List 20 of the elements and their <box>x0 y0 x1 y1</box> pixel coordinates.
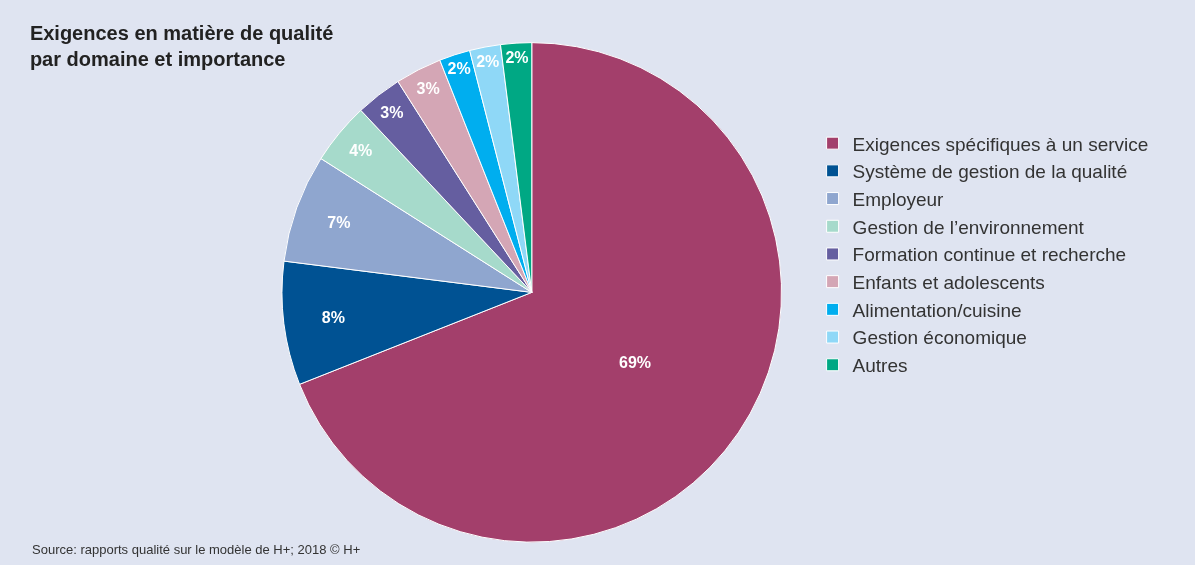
data-label: 3% <box>416 80 440 98</box>
legend-label: Système de gestion de la qualité <box>852 161 1128 183</box>
legend-label: Autres <box>852 355 908 377</box>
data-label: 7% <box>327 214 351 232</box>
chart-title: Exigences en matière de qualité par domaine et importance <box>29 21 334 70</box>
legend-label: Enfants et adolescents <box>852 272 1045 294</box>
legend-label: Formation continue et recherche <box>852 244 1127 266</box>
legend-label: Employeur <box>852 188 945 210</box>
data-label: 2% <box>476 53 500 71</box>
legend-label: Exigences spécifiques à un service <box>852 133 1149 155</box>
data-label: 8% <box>321 308 345 326</box>
source-note: Source: rapports qualité sur le modèle de H+; 2018 © H+ <box>32 542 361 557</box>
data-label: 2% <box>447 60 471 78</box>
legend-label: Gestion économique <box>852 327 1027 349</box>
data-label: 3% <box>380 103 404 121</box>
legend-label: Gestion de l’environnement <box>852 216 1085 238</box>
data-label: 2% <box>505 49 529 67</box>
data-label: 4% <box>349 142 373 160</box>
data-label: 69% <box>619 354 652 372</box>
legend-label: Alimentation/cuisine <box>852 299 1022 321</box>
